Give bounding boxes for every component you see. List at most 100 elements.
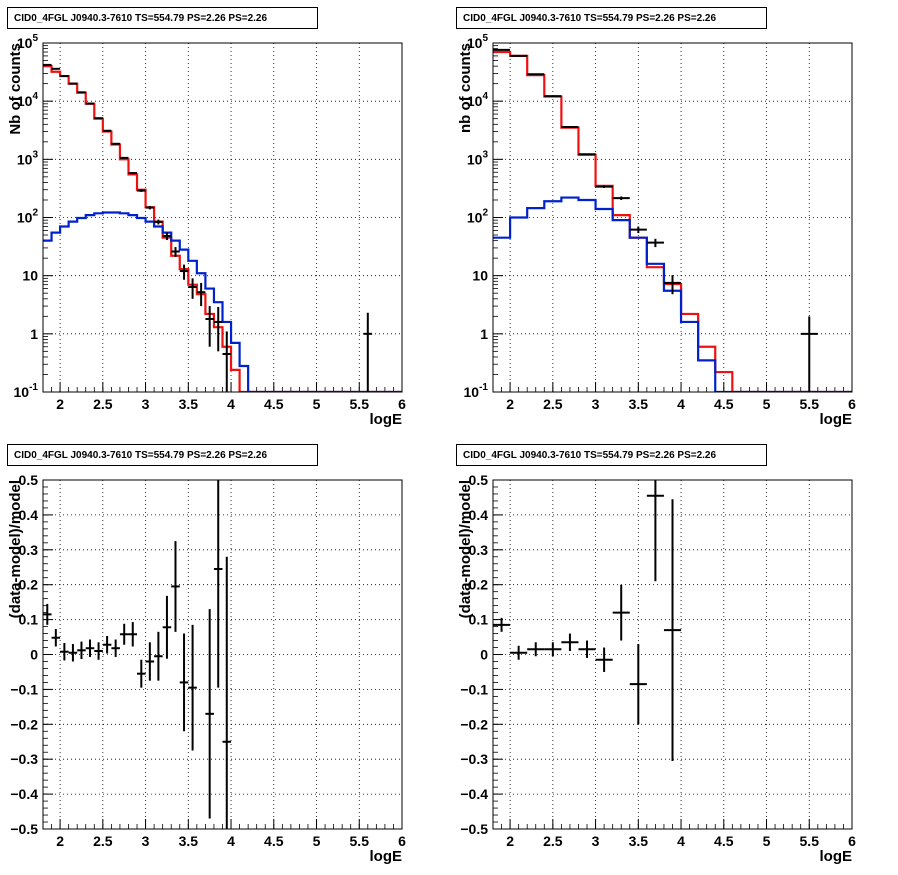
data-point — [663, 275, 682, 295]
x-axis-label: logE — [370, 411, 403, 428]
x-tick-label: 4 — [677, 396, 685, 412]
y-tick-label: 104 — [17, 91, 39, 109]
x-tick-label: 4 — [227, 396, 235, 412]
data-point — [527, 73, 545, 76]
data-point — [77, 641, 86, 660]
y-tick-label: 0 — [480, 647, 488, 663]
y-tick-label: −0.5 — [460, 821, 488, 837]
x-tick-label: 3.5 — [629, 833, 649, 849]
y-tick-label: 103 — [467, 149, 489, 167]
y-tick-label: −0.3 — [10, 751, 38, 767]
x-tick-label: 3 — [592, 833, 600, 849]
data-point — [205, 306, 214, 347]
y-tick-label: 10 — [22, 268, 38, 284]
data-point — [119, 156, 129, 159]
data-point — [595, 185, 613, 188]
data-point — [68, 82, 78, 85]
data-point — [111, 142, 120, 145]
data-point — [179, 264, 189, 280]
data-point — [527, 642, 545, 657]
x-tick-label: 4 — [227, 833, 235, 849]
data-point — [60, 642, 69, 661]
x-tick-label: 2.5 — [93, 396, 113, 412]
x-tick-label: 5 — [313, 833, 321, 849]
y-tick-label: 0.1 — [19, 612, 39, 628]
y-axis-label: (data-model)/model — [7, 480, 24, 618]
x-tick-label: 3 — [142, 396, 150, 412]
plot-frame — [492, 479, 853, 830]
data-point — [85, 102, 95, 105]
x-tick-label: 5.5 — [800, 396, 820, 412]
x-tick-label: 5.5 — [800, 833, 820, 849]
plot-frame — [42, 42, 403, 393]
plot-frame — [492, 42, 853, 393]
y-tick-label: −0.2 — [10, 716, 38, 732]
data-point — [188, 624, 197, 751]
data-point — [145, 642, 155, 681]
x-tick-label: 4.5 — [714, 396, 734, 412]
x-tick-label: 2 — [56, 833, 64, 849]
data-point — [222, 556, 232, 829]
x-tick-label: 3.5 — [629, 396, 649, 412]
x-tick-label: 2.5 — [543, 396, 563, 412]
chart-title-bottom-left: CID0_4FGL J0940.3-7610 TS=554.79 PS=2.26… — [7, 444, 318, 466]
y-tick-label: 10 — [472, 268, 488, 284]
x-tick-label: 5 — [763, 396, 771, 412]
x-tick-label: 4.5 — [264, 833, 284, 849]
x-tick-label: 6 — [848, 833, 856, 849]
x-axis-label: logE — [820, 848, 853, 865]
total-model-histogram — [493, 50, 852, 392]
y-tick-label: 0.2 — [469, 577, 489, 593]
data-point — [595, 647, 613, 672]
data-point — [51, 629, 61, 647]
x-tick-label: 6 — [398, 833, 406, 849]
x-tick-label: 3 — [592, 396, 600, 412]
data-point — [85, 639, 95, 657]
x-tick-label: 2.5 — [543, 833, 563, 849]
x-axis-label: logE — [820, 411, 853, 428]
data-point — [646, 238, 664, 248]
y-tick-label: −0.3 — [460, 751, 488, 767]
y-tick-label: 0.4 — [19, 507, 39, 523]
data-point — [43, 603, 52, 625]
panel-top-left: 2 2.5 3 3.5 4 4.5 5 5.5 6 10-1 1 10 102 103 104 105 logE… — [7, 33, 406, 428]
x-tick-label: 6 — [848, 396, 856, 412]
y-tick-label: 10-1 — [464, 382, 489, 400]
data-point — [119, 623, 129, 645]
chart-title-top-left: CID0_4FGL J0940.3-7610 TS=554.79 PS=2.26… — [7, 7, 318, 29]
data-point — [94, 117, 103, 120]
data-point — [51, 67, 61, 70]
x-tick-label: 2 — [56, 396, 64, 412]
data-point — [663, 499, 682, 761]
x-tick-label: 5 — [763, 833, 771, 849]
data-point — [128, 622, 138, 647]
data-point — [171, 247, 180, 257]
y-tick-label: 0.5 — [469, 472, 489, 488]
y-tick-label: 0.2 — [19, 577, 39, 593]
y-tick-label: 105 — [17, 33, 39, 51]
x-tick-label: 4.5 — [714, 833, 734, 849]
y-tick-label: 102 — [17, 208, 39, 226]
data-point — [205, 609, 214, 819]
y-tick-label: 0.4 — [469, 507, 489, 523]
data-point — [179, 633, 189, 732]
data-point — [102, 636, 112, 654]
data-point — [43, 63, 52, 66]
data-point — [544, 642, 562, 657]
data-point — [213, 480, 223, 688]
data-point — [629, 226, 647, 234]
data-point — [578, 153, 596, 156]
data-point — [102, 129, 112, 132]
x-axis-label: logE — [370, 848, 403, 865]
x-tick-label: 3.5 — [179, 833, 199, 849]
data-point — [137, 189, 146, 192]
data-point — [196, 282, 206, 307]
y-tick-label: 1 — [480, 326, 488, 342]
data-point — [154, 219, 163, 225]
x-tick-label: 2 — [506, 833, 514, 849]
data-point — [222, 331, 232, 392]
chart-title-bottom-right: CID0_4FGL J0940.3-7610 TS=554.79 PS=2.26… — [456, 444, 767, 466]
source-model-histogram — [43, 211, 402, 392]
y-tick-label: 0.3 — [469, 542, 489, 558]
